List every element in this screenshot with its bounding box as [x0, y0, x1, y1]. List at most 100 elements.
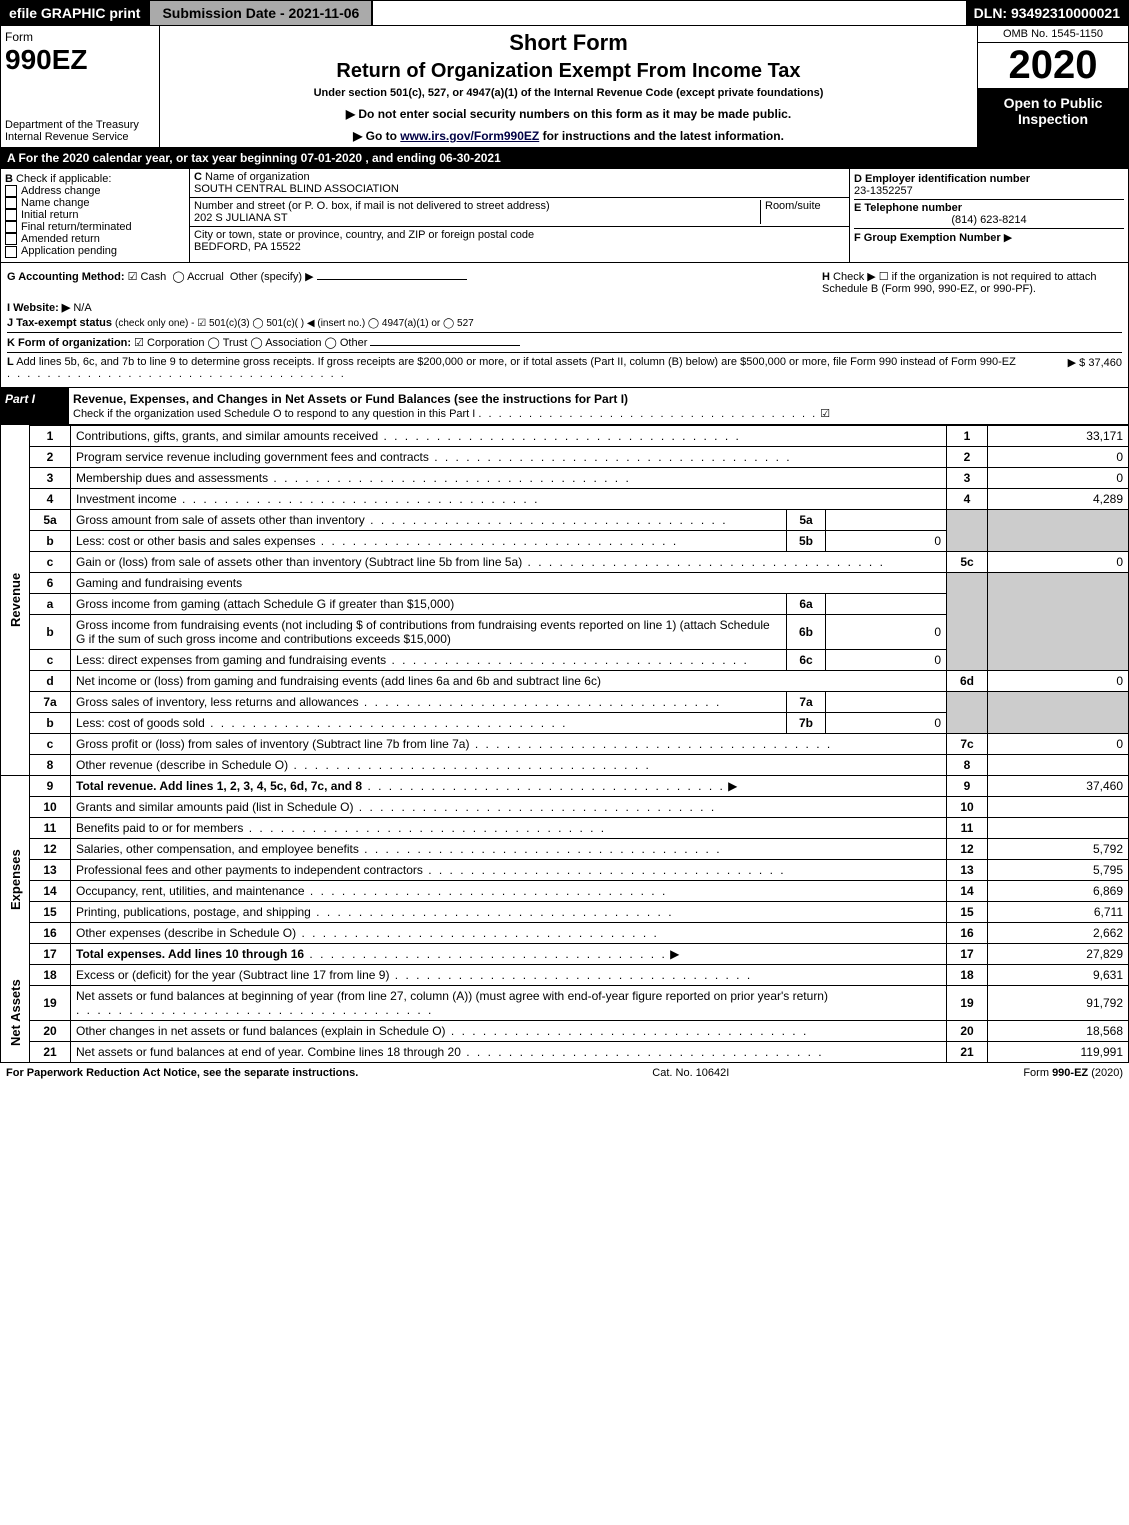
line-11-amt — [988, 817, 1129, 838]
footer-right-bold: 990-EZ — [1052, 1067, 1088, 1079]
line-19-desc: Net assets or fund balances at beginning… — [76, 989, 828, 1003]
initial-return-label: Initial return — [21, 209, 78, 221]
checkbox-final-return[interactable] — [5, 221, 17, 233]
line-16-num: 16 — [30, 922, 71, 943]
top-bar: efile GRAPHIC print Submission Date - 20… — [0, 0, 1129, 26]
k-text: ☑ Corporation ◯ Trust ◯ Association ◯ Ot… — [134, 337, 367, 349]
line-12-num: 12 — [30, 838, 71, 859]
line-20-ln: 20 — [947, 1020, 988, 1041]
line-18-ln: 18 — [947, 964, 988, 985]
line-4-amt: 4,289 — [988, 488, 1129, 509]
line-5c-ln: 5c — [947, 551, 988, 572]
title-return: Return of Organization Exempt From Incom… — [164, 60, 973, 83]
form-header: Form 990EZ Department of the Treasury In… — [0, 26, 1129, 148]
line-6b-sv: 0 — [826, 614, 947, 649]
line-12-ln: 12 — [947, 838, 988, 859]
k-label: K Form of organization: — [7, 337, 131, 349]
line-14-amt: 6,869 — [988, 880, 1129, 901]
line-6: 6 Gaming and fundraising events — [1, 572, 1129, 593]
f-label: F Group Exemption Number — [854, 232, 1001, 244]
row-a-period: A For the 2020 calendar year, or tax yea… — [0, 148, 1129, 169]
line-1-ln: 1 — [947, 425, 988, 446]
open-public: Open to Public Inspection — [978, 89, 1128, 147]
info-ghijkl: G Accounting Method: ☑ Cash ◯ Accrual Ot… — [0, 263, 1129, 388]
line-11: 11 Benefits paid to or for members 11 — [1, 817, 1129, 838]
line-4-ln: 4 — [947, 488, 988, 509]
i-label: I Website: ▶ — [7, 302, 70, 314]
line-7b-sl: 7b — [787, 712, 826, 733]
checkbox-app-pending[interactable] — [5, 246, 17, 258]
line-18: Net Assets 18 Excess or (deficit) for th… — [1, 964, 1129, 985]
line-7c-amt: 0 — [988, 733, 1129, 754]
checkbox-name-change[interactable] — [5, 197, 17, 209]
name-change-label: Name change — [21, 197, 90, 209]
line-6-num: 6 — [30, 572, 71, 593]
g-cash: Cash — [141, 271, 167, 283]
under-section: Under section 501(c), 527, or 4947(a)(1)… — [164, 87, 973, 99]
line-7c: c Gross profit or (loss) from sales of i… — [1, 733, 1129, 754]
line-17-num: 17 — [30, 943, 71, 964]
line-15-ln: 15 — [947, 901, 988, 922]
e-label: E Telephone number — [854, 202, 962, 214]
line-9: 9 Total revenue. Add lines 1, 2, 3, 4, 5… — [1, 775, 1129, 796]
room-suite-label: Room/suite — [760, 200, 845, 224]
line-5a-num: 5a — [30, 509, 71, 530]
efile-label[interactable]: efile GRAPHIC print — [1, 1, 148, 25]
line-7b-num: b — [30, 712, 71, 733]
checkbox-addr-change[interactable] — [5, 185, 17, 197]
phone: (814) 623-8214 — [854, 214, 1124, 226]
g-accrual: Accrual — [187, 271, 224, 283]
line-2-amt: 0 — [988, 446, 1129, 467]
line-7a-sl: 7a — [787, 691, 826, 712]
f-arrow: ▶ — [1004, 232, 1012, 244]
line-7a-desc: Gross sales of inventory, less returns a… — [76, 695, 359, 709]
goto-line: ▶ Go to www.irs.gov/Form990EZ for instru… — [164, 129, 973, 143]
omb-number: OMB No. 1545-1150 — [978, 26, 1128, 43]
part1-checked: ☑ — [820, 408, 830, 420]
line-5b-desc: Less: cost or other basis and sales expe… — [76, 534, 315, 548]
line-19: 19 Net assets or fund balances at beginn… — [1, 985, 1129, 1020]
line-9-desc: Total revenue. Add lines 1, 2, 3, 4, 5c,… — [76, 779, 362, 793]
line-6d-desc: Net income or (loss) from gaming and fun… — [76, 674, 601, 688]
line-6a-desc: Gross income from gaming (attach Schedul… — [76, 597, 454, 611]
line-6c-sv: 0 — [826, 649, 947, 670]
line-10-desc: Grants and similar amounts paid (list in… — [76, 800, 353, 814]
ein: 23-1352257 — [854, 185, 1124, 197]
footer-left: For Paperwork Reduction Act Notice, see … — [6, 1067, 358, 1079]
section-bcdef: B Check if applicable: Address change Na… — [0, 169, 1129, 263]
line-6c-sl: 6c — [787, 649, 826, 670]
line-16-desc: Other expenses (describe in Schedule O) — [76, 926, 296, 940]
j-text: (check only one) - ☑ 501(c)(3) ◯ 501(c)(… — [115, 318, 474, 329]
line-17: 17 Total expenses. Add lines 10 through … — [1, 943, 1129, 964]
line-4: 4 Investment income 4 4,289 — [1, 488, 1129, 509]
line-6a-sl: 6a — [787, 593, 826, 614]
line-7c-desc: Gross profit or (loss) from sales of inv… — [76, 737, 469, 751]
line-19-ln: 19 — [947, 985, 988, 1020]
footer: For Paperwork Reduction Act Notice, see … — [0, 1063, 1129, 1083]
line-12-desc: Salaries, other compensation, and employ… — [76, 842, 359, 856]
line-3-ln: 3 — [947, 467, 988, 488]
line-17-ln: 17 — [947, 943, 988, 964]
line-8-ln: 8 — [947, 754, 988, 775]
line-1: Revenue 1 Contributions, gifts, grants, … — [1, 425, 1129, 446]
checkbox-initial-return[interactable] — [5, 209, 17, 221]
line-2-num: 2 — [30, 446, 71, 467]
addr-change-label: Address change — [21, 185, 101, 197]
checkbox-amended-return[interactable] — [5, 233, 17, 245]
goto-post: for instructions and the latest informat… — [539, 129, 784, 143]
g-other: Other (specify) ▶ — [230, 271, 314, 283]
b-text: Check if applicable: — [16, 173, 111, 185]
c-label: C — [194, 171, 202, 183]
irs-link[interactable]: www.irs.gov/Form990EZ — [400, 129, 539, 143]
line-19-num: 19 — [30, 985, 71, 1020]
line-11-ln: 11 — [947, 817, 988, 838]
line-15-amt: 6,711 — [988, 901, 1129, 922]
line-17-amt: 27,829 — [988, 943, 1129, 964]
l-amount: ▶ $ 37,460 — [1068, 356, 1122, 380]
title-short-form: Short Form — [164, 30, 973, 56]
city-label: City or town, state or province, country… — [194, 229, 534, 241]
i-value: N/A — [73, 302, 91, 314]
line-5c-amt: 0 — [988, 551, 1129, 572]
line-4-desc: Investment income — [76, 492, 177, 506]
name-org-label: Name of organization — [205, 171, 310, 183]
